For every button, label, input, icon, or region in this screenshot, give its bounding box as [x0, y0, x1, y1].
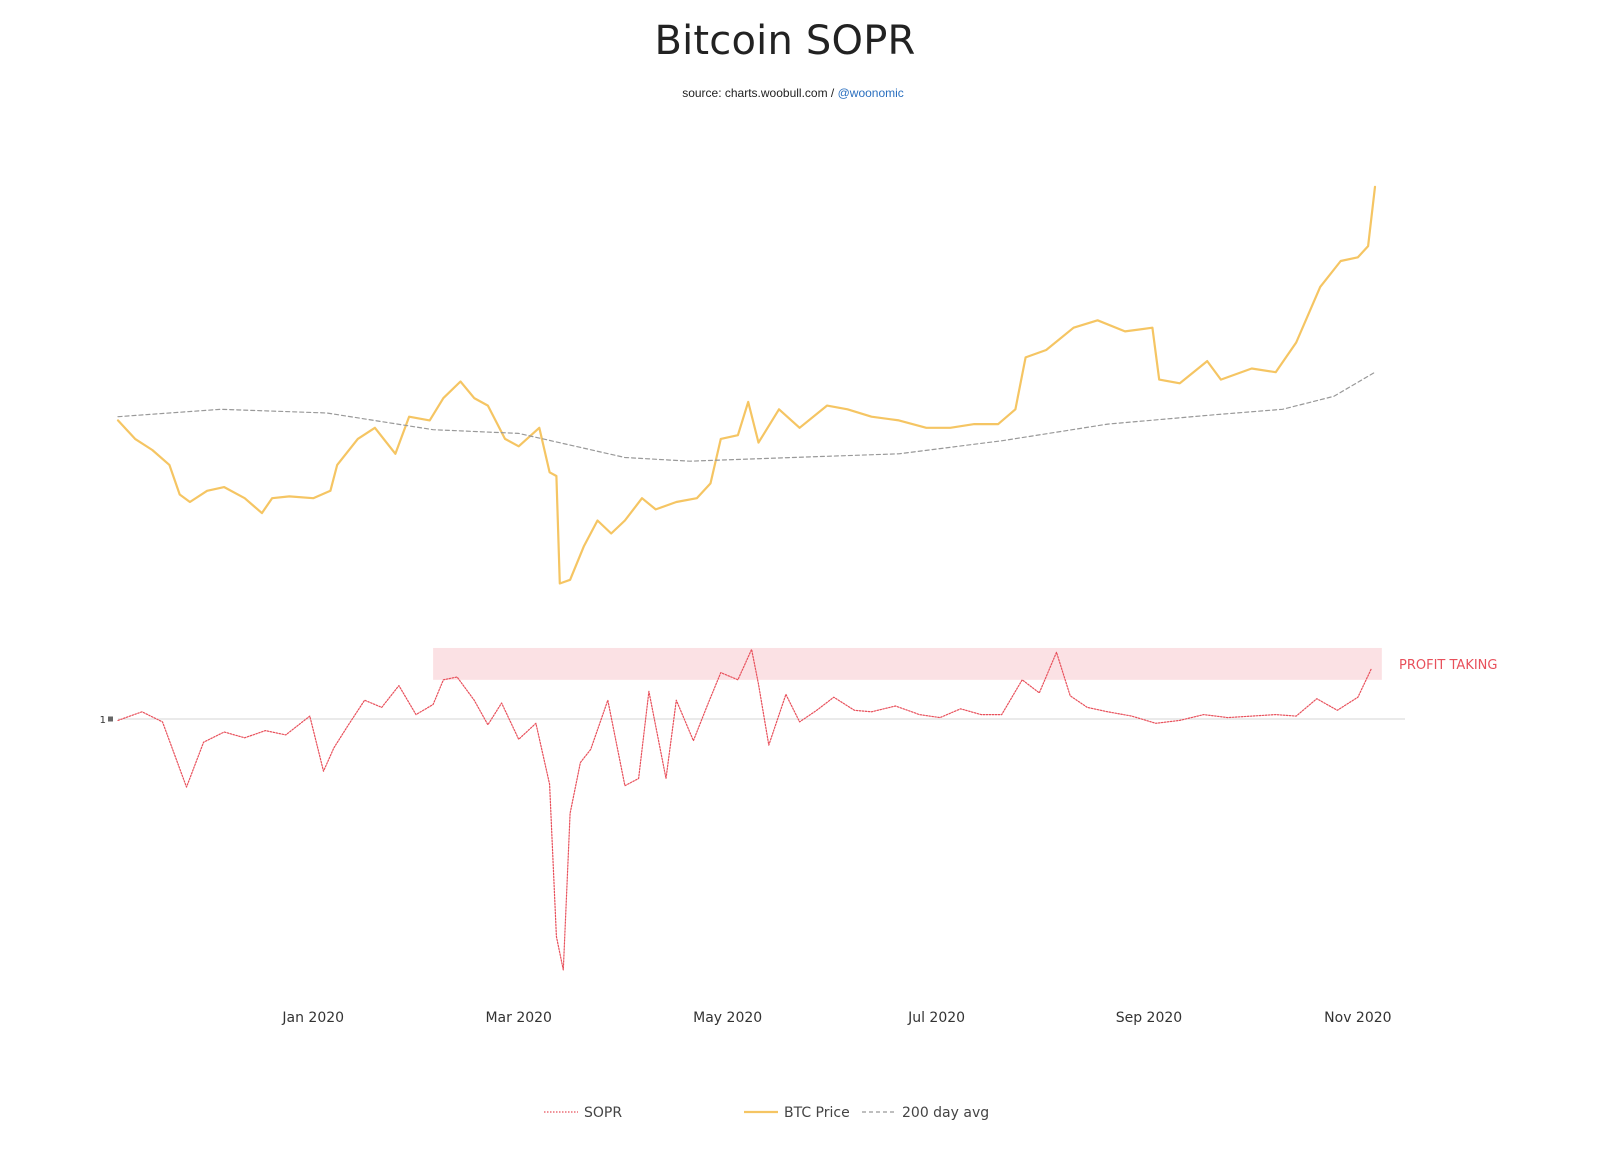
annotation-layer: PROFIT TAKING: [433, 647, 1497, 680]
subtitle-handle-link[interactable]: @woonomic: [837, 86, 904, 100]
subtitle-source: source: charts.woobull.com /: [682, 86, 838, 100]
chart-title: Bitcoin SOPR: [654, 18, 916, 64]
x-tick-label: Jul 2020: [907, 1010, 965, 1026]
x-tick-label: Sep 2020: [1116, 1010, 1182, 1026]
axis-layer: 1: [100, 715, 1405, 726]
series-line-sopr: [117, 648, 1373, 971]
series-line-btc-price: [116, 185, 1377, 585]
x-tick-label: May 2020: [693, 1010, 762, 1026]
legend: SOPR BTC Price 200 day avg: [544, 1105, 989, 1121]
x-tick-label: Mar 2020: [485, 1010, 552, 1026]
x-axis: Jan 2020 Mar 2020 May 2020 Jul 2020 Sep 2020…: [281, 1010, 1391, 1026]
x-tick-label: Jan 2020: [281, 1010, 344, 1026]
profit-taking-band: [433, 647, 1382, 680]
sopr-tick-label: 1: [100, 715, 106, 726]
chart-subtitle: source: charts.woobull.com / @woonomic: [0, 86, 1586, 100]
legend-label[interactable]: SOPR: [584, 1105, 622, 1121]
profit-taking-label: PROFIT TAKING: [1399, 658, 1497, 673]
series-layer: [116, 185, 1377, 971]
series-line-200-day-avg: [117, 371, 1376, 462]
x-tick-label: Nov 2020: [1324, 1010, 1391, 1026]
sopr-tick-marker: [108, 716, 113, 722]
legend-label[interactable]: 200 day avg: [902, 1105, 989, 1121]
legend-label[interactable]: BTC Price: [784, 1105, 850, 1121]
